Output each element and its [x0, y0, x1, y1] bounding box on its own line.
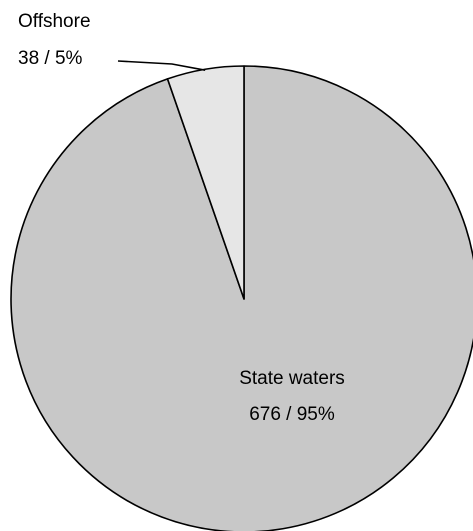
offshore-value-label: 38 / 5%	[18, 48, 83, 69]
state-waters-value-label: 676 / 95%	[249, 404, 335, 425]
pie-slices	[10, 65, 473, 531]
pie-slice-state-waters	[10, 65, 473, 531]
offshore-label: Offshore	[18, 11, 91, 32]
state-waters-label: State waters	[239, 368, 345, 389]
pie-slice-offshore	[166, 65, 245, 300]
offshore-leader-line	[117, 60, 206, 71]
